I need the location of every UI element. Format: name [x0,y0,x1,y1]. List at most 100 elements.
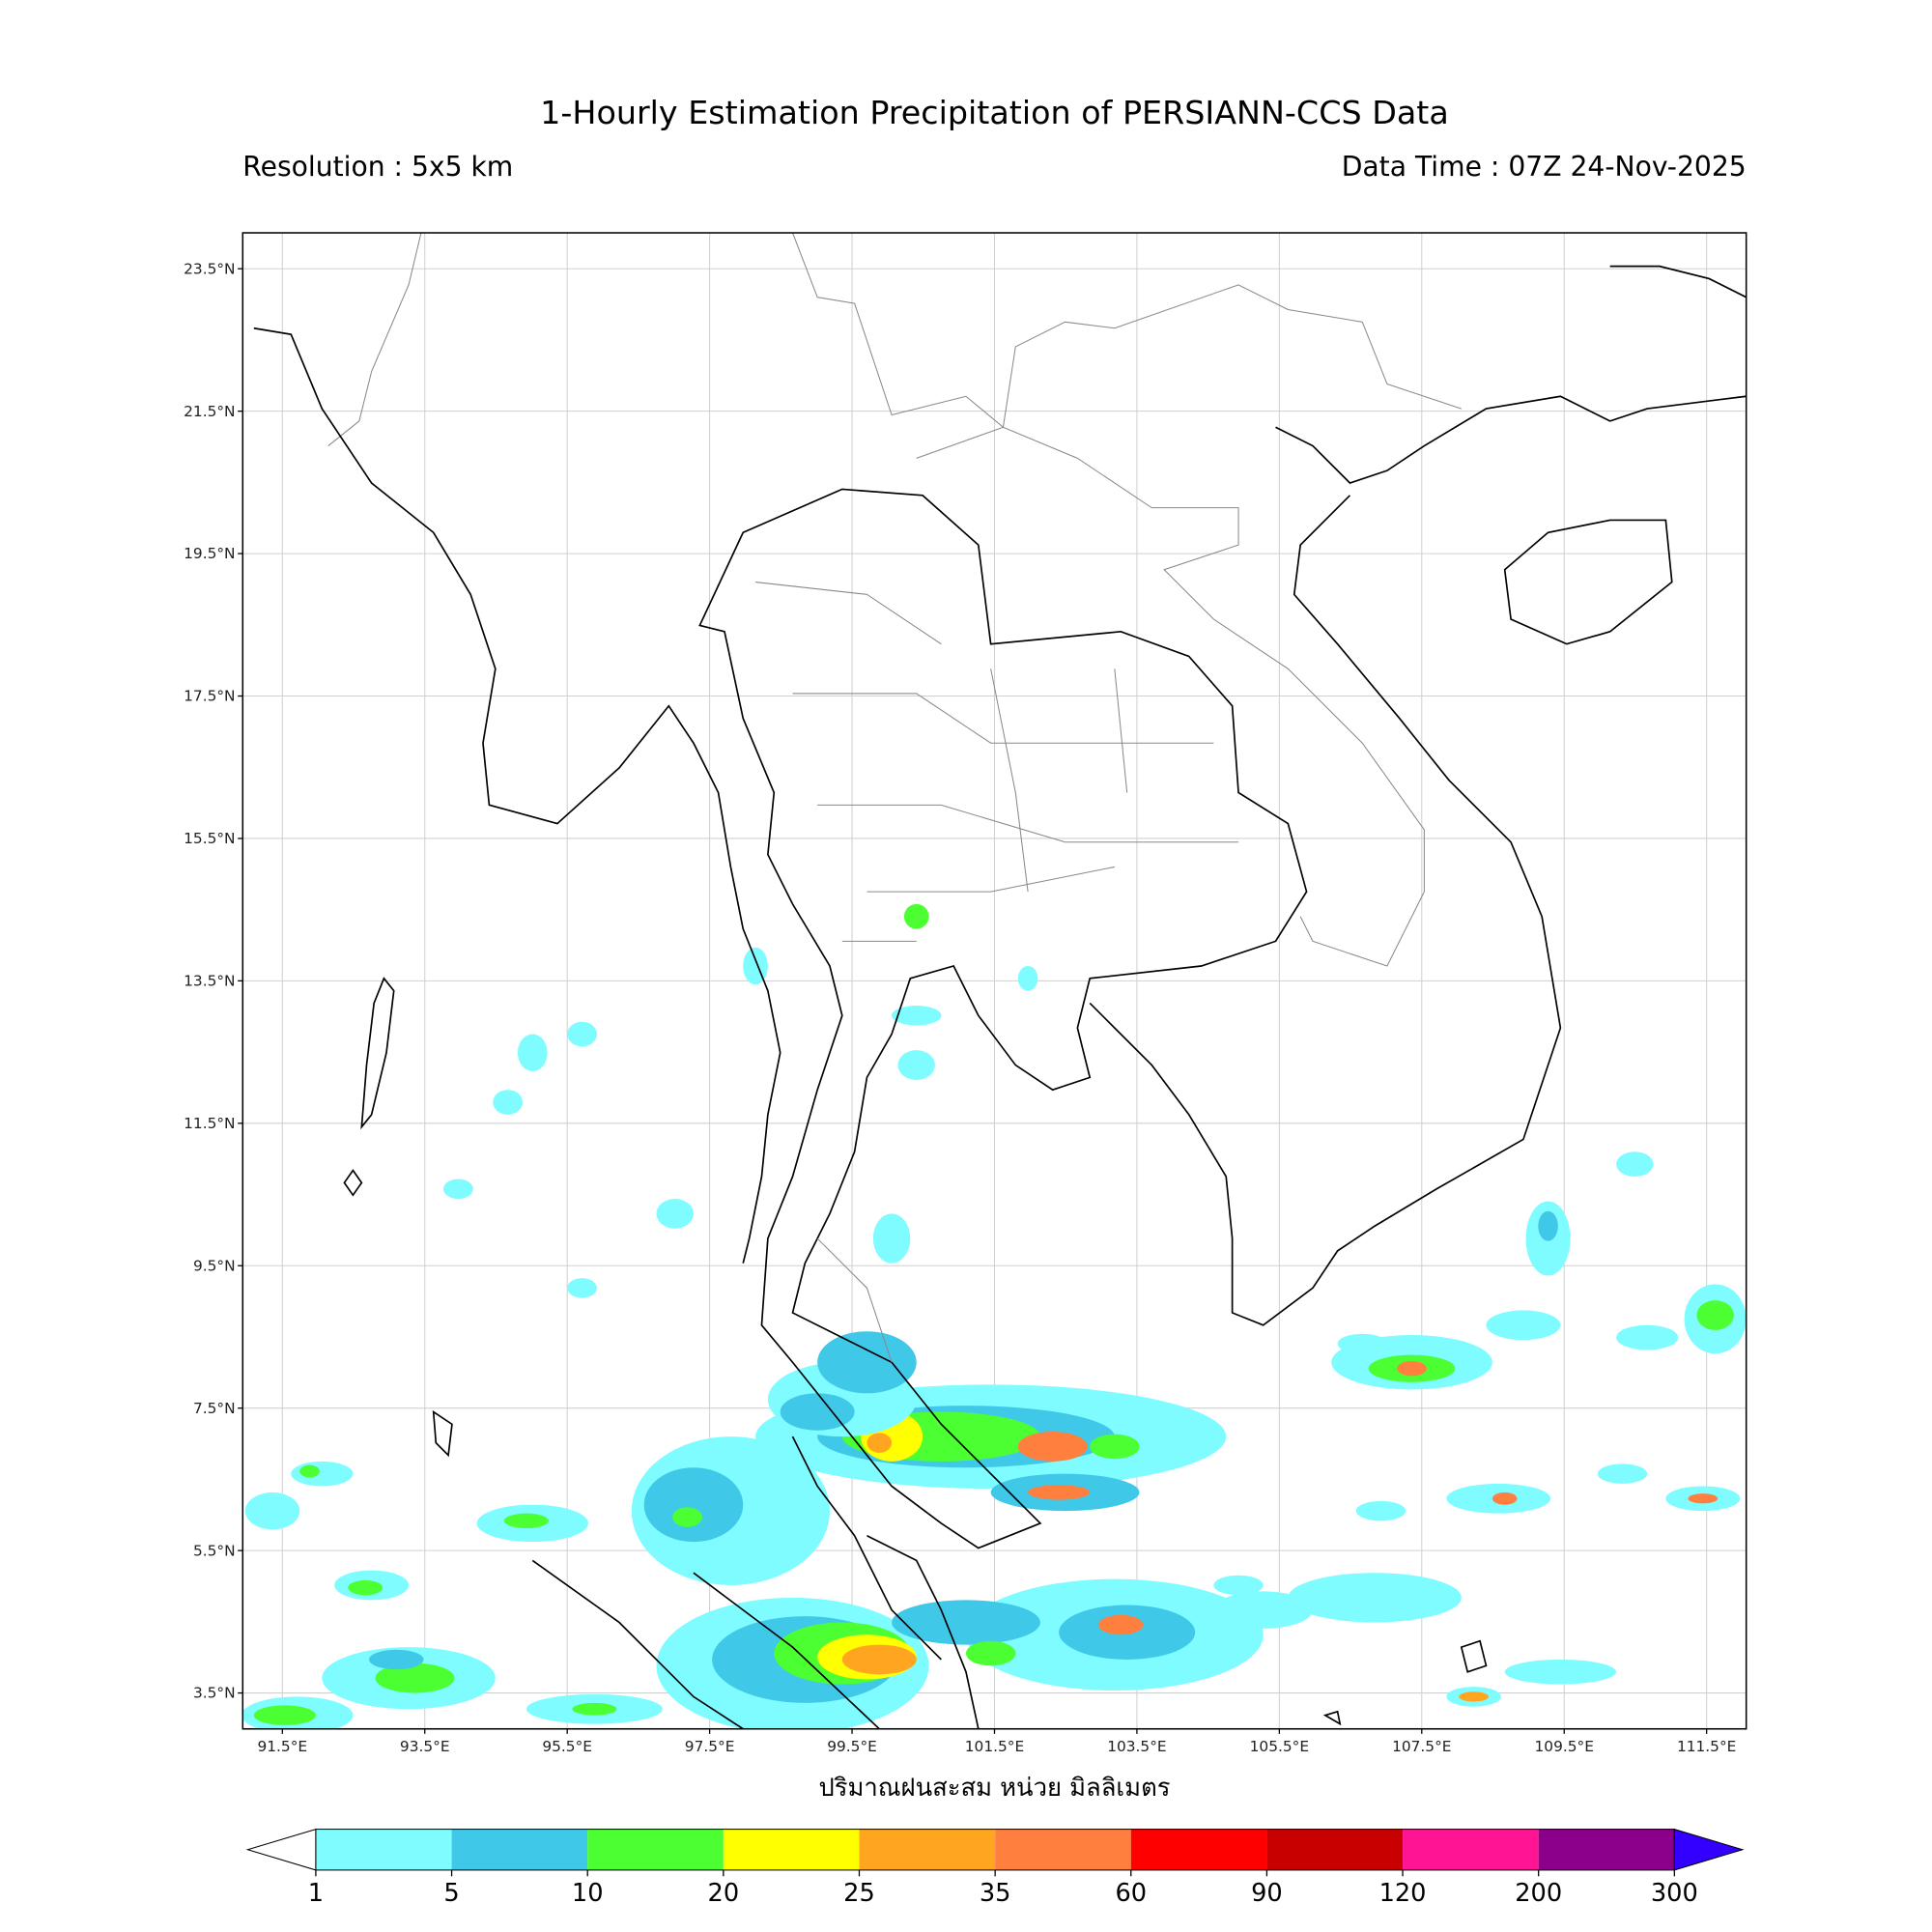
rain-area [348,1579,384,1596]
rain-area [567,1278,597,1298]
rain-area [567,1021,597,1047]
lon-tick-label: 101.5°E [965,1738,1024,1755]
lon-tick-label: 107.5°E [1392,1738,1451,1755]
rain-area [1459,1691,1490,1702]
colorbar-over [1673,1828,1745,1871]
rain-area [1017,1432,1088,1462]
lon-tick-label: 91.5°E [257,1738,307,1755]
andaman-islands [343,977,453,1458]
lat-tick-label: 7.5°N [193,1400,236,1417]
myanmar-coast [253,327,781,1264]
colorbar-label: 120 [1379,1879,1427,1908]
lat-tick-label: 3.5°N [193,1685,236,1702]
resolution: Resolution : 5x5 km [242,151,513,183]
rain-area [369,1649,424,1670]
rain-area [442,1179,473,1200]
vietnam-coast [1089,265,1747,1326]
lon-tick-label: 105.5°E [1250,1738,1309,1755]
rain-area [299,1464,320,1478]
rain-area [872,1213,911,1264]
lon-tick-label: 95.5°E [542,1738,592,1755]
rain-area [1017,966,1038,991]
malaysia-coast [791,1435,980,1729]
country-borders [327,233,1462,967]
colorbar-under [245,1828,317,1871]
colorbar-label: 200 [1515,1879,1562,1908]
colorbar-label: 60 [1115,1879,1147,1908]
rain-area [1288,1573,1462,1623]
colorbar-segment [1130,1829,1267,1870]
lat-tick-label: 17.5°N [184,688,235,705]
rain-area [1688,1493,1719,1504]
colorbar-label: 20 [708,1879,740,1908]
rain-area [1597,1463,1648,1484]
rain-area [1397,1360,1427,1377]
x-label: ปริมาณฝนสะสม หน่วย มิลลิเมตร [818,1774,1170,1803]
lat-tick-label: 15.5°N [184,830,235,847]
colorbar-segment [1266,1829,1404,1870]
rain-area [493,1090,524,1115]
province-lines [754,582,1239,1363]
colorbar-label: 10 [572,1879,604,1908]
rain-area [1337,1333,1387,1354]
rain-area [867,1433,893,1453]
colorbar-label: 90 [1251,1879,1283,1908]
lat-tick-label: 19.5°N [184,545,235,562]
rain-area [672,1507,702,1527]
data-time: Data Time : 07Z 24-Nov-2025 [1342,151,1747,183]
colorbar-segment [587,1829,724,1870]
rain-area [643,1467,744,1543]
axis-ticks: 23.5°N 21.5°N 19.5°N 17.5°N 15.5°N 13.5°N 11.5… [184,260,1736,1754]
island-coast [1322,1639,1488,1726]
rain-area [743,947,768,985]
rain-area [1616,1324,1679,1350]
rain-area [1538,1210,1558,1241]
rain-area [1355,1500,1406,1521]
map-area [242,233,1747,1729]
colorbar-label: 25 [843,1879,875,1908]
rain-area [817,1331,917,1394]
colorbar-segment [859,1829,996,1870]
colorbar-segment [723,1829,860,1870]
lon-tick-label: 97.5°E [685,1738,735,1755]
rain-area [1492,1492,1518,1505]
hainan-coast [1503,519,1673,645]
rain-area [244,1492,300,1530]
lat-tick-label: 9.5°N [193,1257,236,1274]
colorbar-segment [1403,1829,1539,1870]
rain-area [897,1050,935,1080]
lon-tick-label: 93.5°E [400,1738,450,1755]
lat-tick-label: 11.5°N [184,1115,235,1132]
lon-tick-label: 109.5°E [1535,1738,1594,1755]
lat-tick-label: 13.5°N [184,973,235,990]
rain-area [1157,1424,1220,1449]
rain-area [718,1442,818,1481]
rain-area [966,1640,1016,1666]
colorbar-segment [1538,1829,1675,1870]
lon-tick-label: 99.5°E [827,1738,877,1755]
rain-area [1098,1614,1144,1635]
colorbar-label: 5 [443,1879,459,1908]
rain-area [656,1199,694,1229]
rain-area [1486,1310,1561,1341]
rain-area [291,1461,354,1487]
lat-tick-label: 23.5°N [184,260,235,277]
colorbar: 1 5 10 20 25 35 60 90 120 200 300 [245,1828,1745,1908]
colorbar-segment [451,1829,588,1870]
rain-area [503,1513,549,1529]
rain-area [1504,1659,1617,1685]
lon-tick-label: 103.5°E [1107,1738,1166,1755]
rain-area [841,1644,917,1675]
sumatra-coast [531,1559,880,1729]
lat-tick-label: 5.5°N [193,1542,236,1559]
lon-tick-label: 111.5°E [1677,1738,1736,1755]
rain-area [517,1034,548,1071]
colorbar-segment [995,1829,1131,1870]
rain-area [1213,1591,1313,1629]
rain-area [253,1705,316,1725]
colorbar-label: 1 [308,1879,324,1908]
rain-area [892,1006,942,1026]
rain-area [1696,1300,1734,1330]
